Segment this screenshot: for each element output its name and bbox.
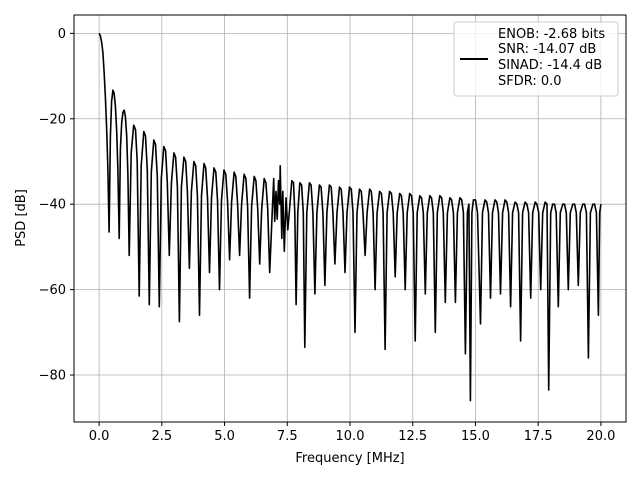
y-axis-ticks: 0 −20 −40 −60 −80: [39, 27, 74, 384]
x-axis-ticks: 0.0 2.5 5.0 7.5 10.0 12.5 15.0 17.5 20.0: [89, 422, 615, 444]
x-tick-label: 10.0: [336, 429, 365, 444]
legend: ENOB: -2.68 bits SNR: -14.07 dB SINAD: -…: [453, 21, 619, 97]
y-tick-label: −60: [39, 283, 66, 298]
legend-entry-snr: SNR: -14.07 dB: [498, 42, 596, 57]
legend-entry-enob: ENOB: -2.68 bits: [498, 27, 605, 42]
x-tick-label: 5.0: [214, 429, 235, 444]
y-tick-label: −20: [39, 112, 66, 127]
y-axis-label: PSD [dB]: [14, 189, 29, 247]
x-tick-label: 12.5: [398, 429, 427, 444]
x-tick-label: 17.5: [524, 429, 553, 444]
y-tick-label: −40: [39, 198, 66, 213]
series-group: [98, 33, 602, 402]
legend-entry-sfdr: SFDR: 0.0: [498, 74, 562, 89]
x-tick-label: 15.0: [461, 429, 490, 444]
x-axis-label: Frequency [MHz]: [295, 451, 404, 466]
x-tick-label: 20.0: [586, 429, 615, 444]
y-tick-label: 0: [58, 27, 66, 42]
psd-series-line: [98, 33, 602, 402]
legend-box: [453, 21, 619, 97]
x-tick-label: 2.5: [151, 429, 172, 444]
x-tick-label: 7.5: [277, 429, 298, 444]
legend-entry-sinad: SINAD: -14.4 dB: [498, 58, 602, 73]
x-tick-label: 0.0: [89, 429, 110, 444]
y-tick-label: −80: [39, 369, 66, 384]
